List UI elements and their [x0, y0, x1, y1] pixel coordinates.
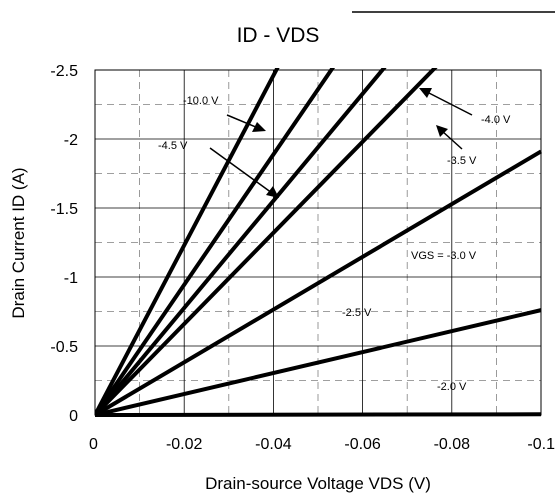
tick-labels: 0 -0.02 -0.04 -0.06 -0.08 -0.1 0 -0.5 -1 -1.5 -2 -2…	[50, 63, 555, 453]
y-axis-label: Drain Current ID (A)	[9, 167, 28, 318]
x-tick-label: 0	[89, 436, 98, 453]
arrow-10v	[226, 114, 259, 129]
series-line-vgs	[95, 68, 438, 417]
y-tick-label: 0	[69, 408, 78, 425]
arrow-10v-head	[252, 122, 266, 132]
annotation-arrows	[209, 88, 473, 198]
label-vgs-3-0v: VGS = -3.0 V	[411, 250, 477, 262]
arrow-4-0v	[426, 91, 473, 116]
x-tick-label: -0.02	[166, 436, 203, 453]
label-vgs-2-0v: -2.0 V	[437, 381, 467, 393]
y-tick-label: -1	[64, 270, 78, 287]
y-tick-label: -0.5	[50, 339, 78, 356]
label-vgs-10v: -10.0 V	[183, 95, 219, 107]
arrow-3-5v-head	[436, 125, 448, 137]
series-line-vgs	[95, 68, 387, 417]
series-line-vgs	[95, 149, 543, 417]
arrow-4-0v-head	[419, 88, 432, 98]
x-tick-label: -0.06	[344, 436, 381, 453]
series-line-vgs	[95, 308, 542, 417]
label-vgs-2-5v: -2.5 V	[342, 307, 372, 319]
label-vgs-4-5v: -4.5 V	[158, 140, 188, 152]
plot-area-frame	[94, 69, 542, 416]
label-vgs-3-5v: -3.5 V	[447, 155, 477, 167]
x-tick-label: -0.04	[255, 436, 292, 453]
y-tick-label: -2	[64, 132, 78, 149]
arrow-4-5v	[209, 147, 273, 194]
x-axis-label: Drain-source Voltage VDS (V)	[205, 474, 431, 493]
y-tick-label: -1.5	[50, 201, 78, 218]
label-vgs-4-0v: -4.0 V	[481, 114, 511, 126]
series-line-vgs	[95, 68, 280, 416]
series-line-vgs	[95, 68, 336, 417]
x-tick-label: -0.08	[434, 436, 471, 453]
x-tick-label: -0.1	[527, 436, 555, 453]
chart-title: ID - VDS	[237, 24, 320, 47]
y-tick-label: -2.5	[50, 63, 78, 80]
arrow-3-5v	[441, 130, 463, 150]
arrow-4-5v-head	[266, 186, 279, 198]
